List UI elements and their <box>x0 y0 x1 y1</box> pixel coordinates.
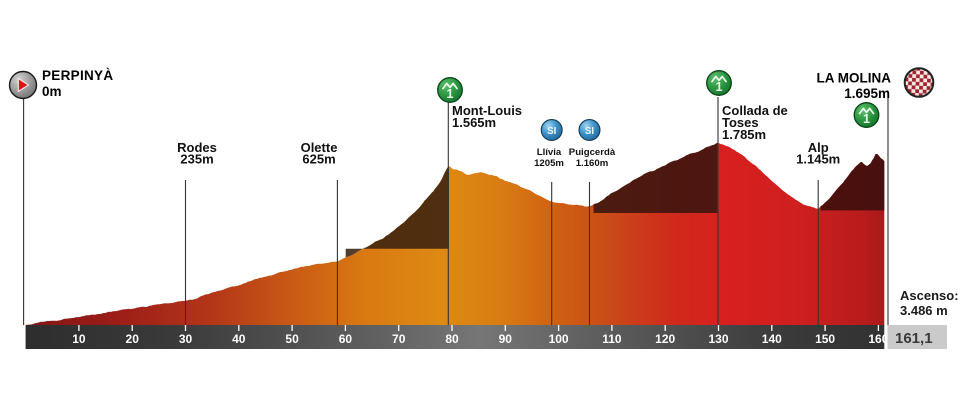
svg-text:Ascenso:: Ascenso: <box>900 288 959 303</box>
svg-text:160: 160 <box>868 332 888 346</box>
svg-text:3.486 m: 3.486 m <box>900 303 948 318</box>
svg-text:90: 90 <box>499 332 513 346</box>
svg-text:40: 40 <box>232 332 246 346</box>
svg-text:1.565m: 1.565m <box>452 115 496 130</box>
svg-text:Puigcerdà: Puigcerdà <box>569 147 616 158</box>
svg-text:0m: 0m <box>42 84 62 99</box>
svg-text:1205m: 1205m <box>534 158 564 169</box>
svg-text:1.160m: 1.160m <box>576 158 609 169</box>
svg-text:235m: 235m <box>180 152 213 167</box>
svg-text:110: 110 <box>602 332 622 346</box>
svg-text:625m: 625m <box>302 152 335 167</box>
svg-text:70: 70 <box>392 332 406 346</box>
svg-text:50: 50 <box>285 332 299 346</box>
svg-text:80: 80 <box>445 332 459 346</box>
svg-text:30: 30 <box>179 332 193 346</box>
svg-text:130: 130 <box>708 332 728 346</box>
svg-text:1.785m: 1.785m <box>722 127 766 142</box>
svg-text:60: 60 <box>339 332 353 346</box>
svg-text:10: 10 <box>72 332 86 346</box>
svg-text:140: 140 <box>762 332 782 346</box>
svg-text:100: 100 <box>549 332 569 346</box>
svg-text:1.695m: 1.695m <box>844 86 890 101</box>
svg-text:1.145m: 1.145m <box>796 152 840 167</box>
svg-text:20: 20 <box>126 332 140 346</box>
svg-text:161,1: 161,1 <box>895 330 933 347</box>
svg-text:120: 120 <box>655 332 675 346</box>
svg-text:PERPINYÀ: PERPINYÀ <box>42 68 113 83</box>
svg-text:Llívia: Llívia <box>537 147 562 158</box>
svg-text:150: 150 <box>815 332 835 346</box>
svg-text:LA MOLINA: LA MOLINA <box>817 70 892 85</box>
